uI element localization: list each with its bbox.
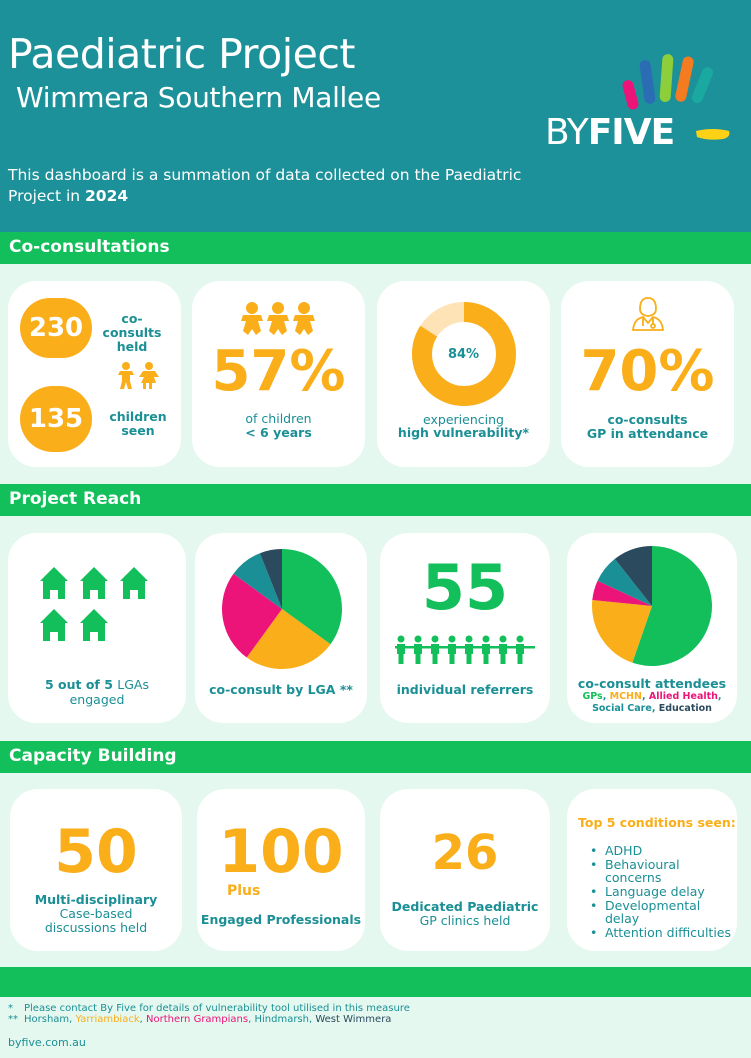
mdt-label-2: Case-based bbox=[59, 906, 133, 921]
lga-pie-slice-3 bbox=[233, 553, 282, 609]
referrers-value: 55 bbox=[421, 551, 509, 624]
referrers-label: individual referrers bbox=[396, 682, 534, 697]
children-seen-value: 135 bbox=[20, 386, 92, 452]
coconsults-held-value: 230 bbox=[20, 298, 92, 358]
donut-value-arc bbox=[412, 302, 516, 406]
lga-engaged-label: 5 out of 5 LGAs bbox=[44, 677, 149, 692]
lga-pie-slice-4 bbox=[259, 549, 282, 609]
gp-attendance-label-2: GP in attendance bbox=[586, 426, 709, 441]
professionals-value: 100 bbox=[218, 817, 344, 887]
attendees-pie-slice-4 bbox=[614, 546, 652, 606]
attendees-pie-slice-2 bbox=[592, 580, 652, 606]
card-attendees: co-consult attendees GPs, MCHN, Allied H… bbox=[567, 533, 737, 723]
mdt-label-1: Multi-disciplinary bbox=[34, 892, 158, 907]
lga-pie-label: co-consult by LGA ** bbox=[209, 682, 353, 697]
professionals-label: Engaged Professionals bbox=[200, 912, 362, 927]
attendees-pie-slice-3 bbox=[597, 558, 652, 606]
card-coconsult-by-lga: co-consult by LGA ** bbox=[195, 533, 367, 723]
houses-icon bbox=[38, 563, 158, 650]
lga-pie-slice-1 bbox=[246, 609, 331, 669]
footnote-2: ** Horsham, Yarriambiack, Northern Grampi… bbox=[8, 1014, 392, 1025]
intro-text: This dashboard is a summation of data co… bbox=[8, 166, 522, 205]
section-band-coconsultations: Co-consultations bbox=[0, 232, 751, 264]
attendees-legend: GPs, MCHN, Allied Health, Social Care, E… bbox=[582, 691, 722, 714]
section-band-capacity: Capacity Building bbox=[0, 741, 751, 773]
footnotes: * Please contact By Five for details of v… bbox=[8, 1003, 410, 1025]
vulnerability-label-2: high vulnerability* bbox=[397, 425, 530, 440]
mdt-value: 50 bbox=[54, 817, 138, 887]
vulnerability-value: 84% bbox=[447, 347, 480, 362]
attendees-pie-slice-0 bbox=[632, 546, 712, 666]
section-title-capacity: Capacity Building bbox=[9, 746, 177, 766]
vulnerability-donut-chart bbox=[412, 302, 516, 406]
top-conditions-panel: Top 5 conditions seen: ADHD Behavioural … bbox=[578, 815, 738, 940]
list-item: Developmental delay bbox=[578, 899, 738, 925]
children-seen-label-2: seen bbox=[121, 423, 155, 438]
list-item: Attention difficulties bbox=[578, 926, 738, 939]
under-six-label-1: of children bbox=[245, 411, 312, 426]
mdt-label-3: discussions held bbox=[44, 920, 148, 935]
clinics-label-1: Dedicated Paediatric bbox=[391, 899, 539, 914]
attendees-title: co-consult attendees bbox=[577, 676, 727, 691]
byfive-logo: BYFIVE bbox=[545, 50, 735, 155]
section-title-coconsultations: Co-consultations bbox=[9, 237, 170, 257]
card-referrers: 55 individual referrers bbox=[380, 533, 550, 723]
clinics-label-2: GP clinics held bbox=[419, 913, 511, 928]
card-gp-attendance: 70% co-consults GP in attendance bbox=[561, 281, 734, 467]
card-mdt-discussions: 50 Multi-disciplinary Case-based discuss… bbox=[10, 789, 182, 951]
clinics-value: 26 bbox=[431, 825, 499, 881]
children-seen-label-1: children bbox=[109, 409, 167, 424]
list-item: Behavioural concerns bbox=[578, 858, 738, 884]
attendees-pie-slice-1 bbox=[592, 599, 652, 663]
people-row-icon bbox=[395, 635, 535, 670]
professionals-plus: Plus bbox=[227, 883, 261, 899]
website-link[interactable]: byfive.com.au bbox=[8, 1036, 86, 1049]
card-gp-clinics: 26 Dedicated Paediatric GP clinics held bbox=[380, 789, 550, 951]
lga-pie-slice-0 bbox=[282, 549, 342, 645]
list-item: ADHD bbox=[578, 844, 738, 857]
page-title: Paediatric Project bbox=[8, 30, 355, 78]
gp-attendance-label-1: co-consults bbox=[607, 412, 688, 427]
section-band-reach: Project Reach bbox=[0, 484, 751, 516]
card-lga-engaged: 5 out of 5 LGAs engaged bbox=[8, 533, 186, 723]
lga-pie-chart bbox=[222, 549, 342, 669]
coconsults-held-label: co-consults held bbox=[102, 311, 162, 354]
vulnerability-label-1: experiencing bbox=[423, 412, 504, 427]
lga-pie-slice-2 bbox=[222, 573, 282, 658]
gp-attendance-value: 70% bbox=[580, 339, 715, 404]
card-vulnerability: 84% experiencing high vulnerability* bbox=[377, 281, 550, 467]
footnote-1: * Please contact By Five for details of v… bbox=[8, 1003, 410, 1014]
logo-wordmark: BYFIVE bbox=[545, 112, 675, 153]
section-title-reach: Project Reach bbox=[9, 489, 142, 509]
footer-band bbox=[0, 967, 751, 997]
card-coconsults: 230 co-consults held 135 children seen bbox=[8, 281, 181, 467]
conditions-list: ADHD Behavioural concerns Language delay… bbox=[578, 844, 738, 939]
attendees-pie-chart bbox=[592, 546, 712, 666]
doctor-icon bbox=[631, 295, 665, 336]
children-icon bbox=[116, 361, 161, 396]
conditions-title: Top 5 conditions seen: bbox=[578, 815, 736, 830]
toddlers-icon bbox=[240, 301, 316, 342]
card-under-six: 57% of children < 6 years bbox=[192, 281, 365, 467]
page-subtitle: Wimmera Southern Mallee bbox=[16, 81, 381, 114]
intro-year: 2024 bbox=[85, 187, 129, 205]
lga-engaged-label-2: engaged bbox=[69, 692, 125, 707]
under-six-label-2: < 6 years bbox=[245, 425, 312, 440]
card-engaged-professionals: 100 Plus Engaged Professionals bbox=[197, 789, 365, 951]
list-item: Language delay bbox=[578, 885, 738, 898]
header-banner: Paediatric Project Wimmera Southern Mall… bbox=[0, 0, 751, 232]
under-six-value: 57% bbox=[211, 339, 346, 404]
